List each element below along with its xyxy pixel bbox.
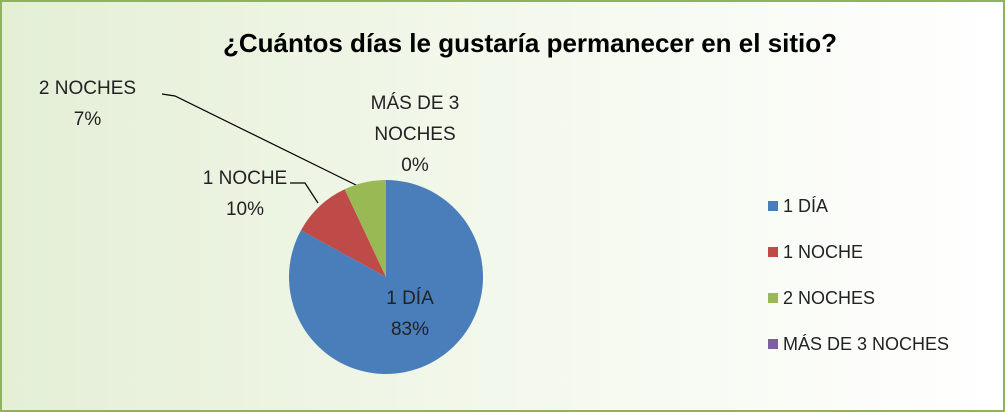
data-label-name: 1 NOCHE [202, 168, 288, 189]
chart-title: ¿Cuántos días le gustaría permanecer en … [223, 28, 837, 58]
legend-label: 1 NOCHE [783, 242, 863, 262]
pie-slice [344, 180, 386, 277]
legend-label: MÁS DE 3 NOCHES [783, 334, 949, 354]
legend-swatch [768, 339, 778, 349]
legend: 1 DÍA 1 NOCHE 2 NOCHES MÁS DE 3 NOCHES [768, 196, 949, 354]
data-label-name: 1 DÍA [386, 288, 434, 309]
pie [289, 180, 484, 374]
pie-slice [300, 189, 386, 277]
leader-line [290, 182, 319, 204]
legend-label: 1 DÍA [783, 196, 828, 216]
data-label-value: 83% [390, 319, 430, 340]
legend-swatch [768, 293, 778, 303]
data-label: MÁS DE 3 NOCHES 0% [360, 88, 470, 181]
data-label-name: 2 NOCHES [38, 78, 137, 99]
data-label: 1 NOCHE 10% [190, 163, 300, 225]
data-label-name: MÁS DE 3 NOCHES [370, 93, 460, 145]
leader-line [161, 93, 359, 187]
legend-label: 2 NOCHES [783, 288, 875, 308]
legend-swatch [768, 201, 778, 211]
data-label-value: 10% [225, 199, 265, 220]
data-label-value: 0% [401, 155, 429, 176]
data-label: 1 DÍA 83% [360, 283, 460, 345]
legend-swatch [768, 247, 778, 257]
data-label-value: 7% [73, 109, 102, 130]
data-label: 2 NOCHES 7% [30, 73, 145, 135]
pie-slice [289, 180, 484, 374]
